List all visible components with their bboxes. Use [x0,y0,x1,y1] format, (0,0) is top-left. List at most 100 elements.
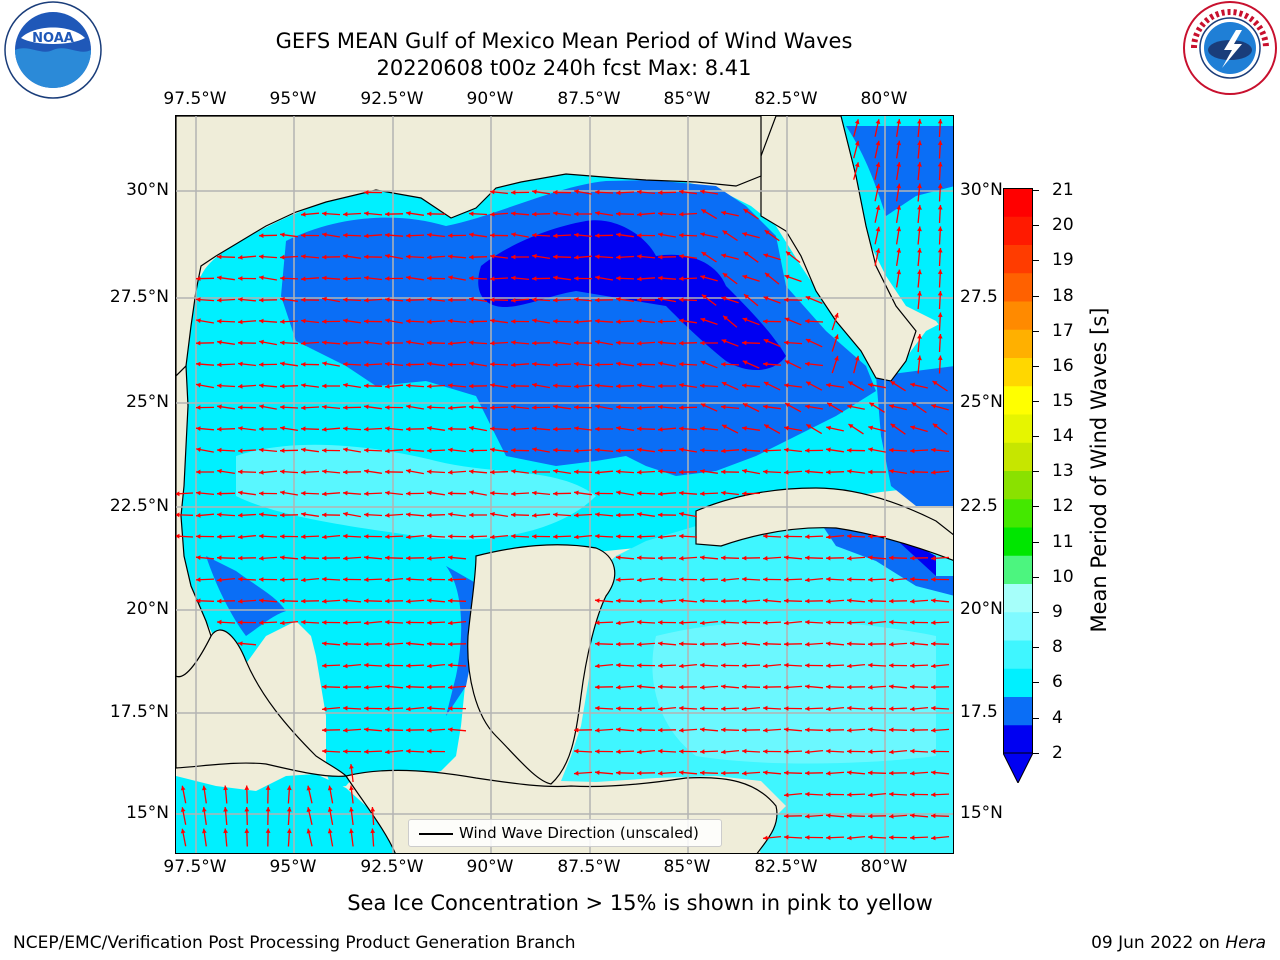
wind-wave-arrowhead [238,276,243,281]
wind-wave-arrowhead [217,362,222,368]
wind-wave-arrowhead [322,663,327,669]
wind-wave-arrowhead [406,512,411,517]
wind-wave-arrowhead [553,426,558,432]
wind-wave-arrowhead [238,426,243,431]
wind-wave-arrowhead [280,297,285,302]
wind-wave-arrowhead [448,598,453,604]
wind-wave-arrowhead [343,511,348,517]
wind-wave-arrowhead [763,404,768,410]
wind-wave-arrowhead [700,232,705,237]
wind-wave-arrowhead [196,555,201,560]
wind-wave-arrowhead [889,468,894,474]
wind-wave-arrowhead [448,662,453,668]
wind-wave-arrowhead [595,339,600,345]
colorbar-tick-label: 18 [1052,286,1074,306]
colorbar-segment [1003,611,1033,641]
wind-wave-arrowhead [763,684,768,690]
colorbar-segment [1003,188,1033,217]
wind-wave-arrowhead [511,512,516,518]
wind-wave-arrowhead [511,448,516,453]
wind-wave-arrowhead [595,533,600,539]
wind-wave-arrowhead [847,792,852,798]
wind-wave-arrowhead [722,424,727,429]
wind-wave-arrowhead [784,684,789,690]
wind-wave-arrowhead [238,383,243,389]
wind-wave-arrowhead [490,211,495,217]
wind-wave-arrowhead [553,383,558,389]
wind-wave-arrowhead [847,641,852,647]
wind-wave-arrowhead [595,598,600,603]
wind-wave-arrowhead [806,381,812,386]
chart-title-line2: 20220608 t00z 240h fcst Max: 8.41 [376,56,752,80]
wind-wave-arrowhead [868,382,873,388]
wind-wave-arrowhead [931,598,936,603]
wind-wave-arrowhead [637,254,642,259]
wind-wave-arrowhead [658,254,663,260]
wind-wave-arrowhead [280,340,285,346]
wind-wave-arrowhead [427,705,432,711]
wind-wave-arrowhead [427,512,432,518]
wind-wave-arrowhead [616,469,621,475]
wind-wave-arrowhead [553,447,558,453]
wind-wave-arrowhead [427,641,432,647]
wind-wave-arrowhead [805,770,810,776]
wind-wave-arrowhead [742,770,747,776]
wind-wave-arrowhead [658,641,663,646]
wind-wave-arrowhead [469,254,474,260]
wind-wave-arrowhead [805,791,810,797]
wind-wave-arrowhead [679,340,684,346]
wind-wave-arrowhead [286,785,292,791]
wind-wave-arrowhead [721,770,726,776]
wind-wave-arrowhead [616,684,621,690]
wind-wave-arrowhead [764,424,770,429]
wind-wave-arrowhead [343,469,348,475]
wind-wave-arrowhead [637,189,642,195]
wind-wave-arrowhead [896,140,902,146]
wind-wave-arrowhead [176,533,180,539]
colorbar-tick-label: 8 [1052,637,1063,657]
wind-wave-arrowhead [574,770,579,776]
wind-wave-arrowhead [910,835,915,841]
wind-wave-arrowhead [574,211,579,217]
wind-wave-arrowhead [763,381,769,387]
wind-wave-arrowhead [343,555,348,561]
wind-wave-arrowhead [385,361,390,367]
wind-wave-arrowhead [910,576,915,582]
wind-wave-arrowhead [322,748,327,754]
wind-wave-arrowhead [847,555,852,561]
wind-wave-arrowhead [658,706,663,712]
lat-tick-right: 22.5 [960,496,998,516]
colorbar-tick-mark [1033,190,1039,191]
wind-wave-arrowhead [265,785,271,790]
colorbar-tick-label: 20 [1052,215,1074,235]
wind-wave-arrowhead [406,318,411,324]
yucatan-land [467,544,616,785]
colorbar-tick-label: 6 [1052,672,1063,692]
colorbar-tick-label: 12 [1052,496,1074,516]
wind-wave-arrowhead [595,233,600,238]
wind-wave-arrowhead [616,361,621,367]
wind-wave-arrowhead [616,340,621,346]
wind-wave-arrowhead [889,663,894,668]
wind-wave-arrowhead [280,425,285,431]
wind-wave-arrowhead [469,490,474,495]
wind-wave-arrows [176,118,950,847]
wind-wave-arrowhead [742,317,748,323]
wind-wave-arrowhead [847,727,852,733]
wind-wave-arrowhead [889,791,894,797]
wind-wave-arrowhead [448,706,453,711]
colorbar-tick-mark [1033,506,1039,507]
wind-wave-arrowhead [932,381,938,386]
wind-wave-arrowhead [280,598,285,604]
wind-wave-arrowhead [259,512,264,517]
wind-wave-arrowhead [805,555,810,561]
wind-wave-arrowhead [827,402,833,408]
wind-wave-arrowhead [931,749,936,754]
colorbar-tick-mark [1033,366,1039,367]
wind-wave-arrowhead [910,792,915,797]
wind-wave-arrowhead [679,705,684,711]
wind-wave-arrowhead [679,577,684,582]
wind-wave-arrowhead [322,706,327,712]
wind-wave-arrowhead [658,404,663,410]
wind-wave-arrowhead [616,404,621,410]
